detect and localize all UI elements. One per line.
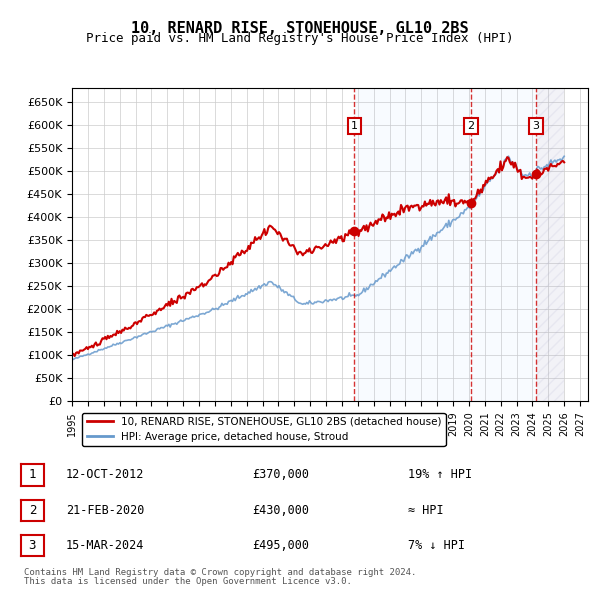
Text: 19% ↑ HPI: 19% ↑ HPI: [408, 468, 472, 481]
Text: 2: 2: [29, 504, 36, 517]
Text: 2: 2: [467, 121, 475, 131]
Text: £495,000: £495,000: [252, 539, 309, 552]
Text: ≈ HPI: ≈ HPI: [408, 504, 443, 517]
Text: 10, RENARD RISE, STONEHOUSE, GL10 2BS: 10, RENARD RISE, STONEHOUSE, GL10 2BS: [131, 21, 469, 35]
Text: £430,000: £430,000: [252, 504, 309, 517]
Legend: 10, RENARD RISE, STONEHOUSE, GL10 2BS (detached house), HPI: Average price, deta: 10, RENARD RISE, STONEHOUSE, GL10 2BS (d…: [82, 412, 446, 446]
Text: 3: 3: [29, 539, 36, 552]
Text: 1: 1: [351, 121, 358, 131]
Text: 12-OCT-2012: 12-OCT-2012: [66, 468, 145, 481]
Text: 3: 3: [532, 121, 539, 131]
Text: 1: 1: [29, 468, 36, 481]
Text: £370,000: £370,000: [252, 468, 309, 481]
Text: This data is licensed under the Open Government Licence v3.0.: This data is licensed under the Open Gov…: [24, 577, 352, 586]
Text: 15-MAR-2024: 15-MAR-2024: [66, 539, 145, 552]
Text: Price paid vs. HM Land Registry's House Price Index (HPI): Price paid vs. HM Land Registry's House …: [86, 32, 514, 45]
Text: 7% ↓ HPI: 7% ↓ HPI: [408, 539, 465, 552]
Text: 21-FEB-2020: 21-FEB-2020: [66, 504, 145, 517]
Text: Contains HM Land Registry data © Crown copyright and database right 2024.: Contains HM Land Registry data © Crown c…: [24, 568, 416, 577]
